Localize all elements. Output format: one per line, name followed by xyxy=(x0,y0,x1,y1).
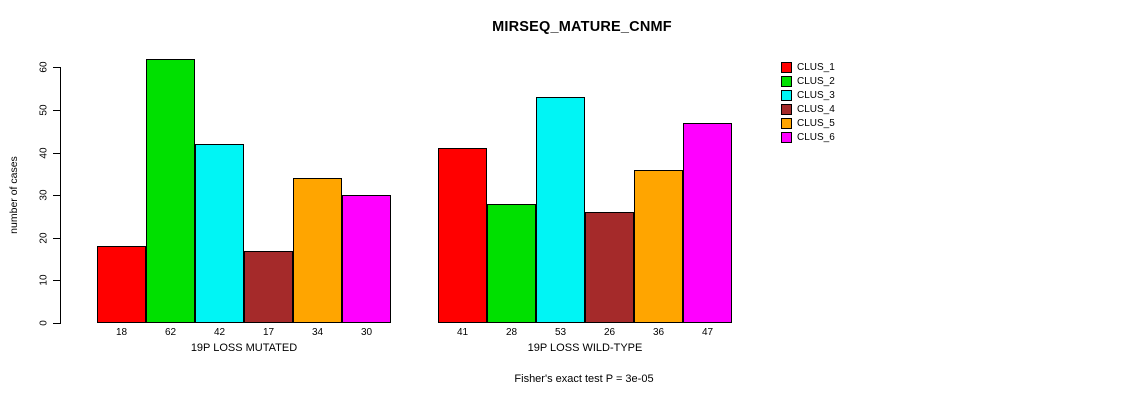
bar-value-label: 17 xyxy=(262,327,275,338)
legend: CLUS_1 CLUS_2 CLUS_3 CLUS_4 CLUS_5 CLUS_6 xyxy=(781,60,835,144)
annotation-fisher-test: Fisher's exact test P = 3e-05 xyxy=(514,373,654,385)
y-axis-label: number of cases xyxy=(8,156,20,234)
legend-label: CLUS_3 xyxy=(797,89,835,101)
y-tick xyxy=(53,67,60,69)
y-tick-label: 40 xyxy=(38,147,50,159)
y-tick-label: 10 xyxy=(38,274,50,286)
y-tick-label: 0 xyxy=(38,320,50,326)
legend-swatch xyxy=(781,89,792,101)
legend-swatch xyxy=(781,131,792,143)
y-tick-label: 20 xyxy=(38,232,50,244)
legend-label: CLUS_4 xyxy=(797,103,835,115)
bar-clus_4 xyxy=(244,250,293,323)
legend-item: CLUS_3 xyxy=(781,88,835,102)
legend-item: CLUS_4 xyxy=(781,102,835,116)
bar-clus_4 xyxy=(585,212,634,323)
bar-value-label: 53 xyxy=(554,327,567,338)
y-tick xyxy=(53,110,60,111)
bar-clus_2 xyxy=(146,58,195,323)
bar-value-label: 30 xyxy=(360,327,373,338)
bar-clus_1 xyxy=(97,246,146,323)
bar-clus_5 xyxy=(293,178,342,323)
bar-value-label: 26 xyxy=(603,327,616,338)
legend-item: CLUS_5 xyxy=(781,116,835,130)
y-tick xyxy=(53,237,60,239)
legend-item: CLUS_6 xyxy=(781,130,835,144)
bar-clus_6 xyxy=(342,195,391,323)
y-tick-label: 50 xyxy=(38,104,50,116)
bar-clus_3 xyxy=(536,97,585,323)
legend-item: CLUS_2 xyxy=(781,74,835,88)
y-tick-label: 30 xyxy=(38,189,50,201)
y-axis-line xyxy=(60,67,61,324)
y-tick xyxy=(53,280,60,282)
x-group-label: 19P LOSS MUTATED xyxy=(190,342,298,354)
legend-label: CLUS_5 xyxy=(797,117,835,129)
legend-label: CLUS_6 xyxy=(797,131,835,143)
legend-label: CLUS_1 xyxy=(797,61,835,73)
bar-value-label: 47 xyxy=(701,327,714,338)
y-tick xyxy=(53,152,60,154)
legend-swatch xyxy=(781,117,792,129)
chart-title: MIRSEQ_MATURE_CNMF xyxy=(492,19,672,35)
bar-clus_2 xyxy=(487,203,536,323)
y-tick xyxy=(53,323,60,324)
legend-item: CLUS_1 xyxy=(781,60,835,74)
y-tick xyxy=(53,195,60,197)
bar-value-label: 41 xyxy=(456,327,469,338)
bar-value-label: 36 xyxy=(652,327,665,338)
bar-value-label: 34 xyxy=(311,327,324,338)
x-group-label: 19P LOSS WILD-TYPE xyxy=(527,342,643,354)
bar-clus_6 xyxy=(683,122,732,323)
bar-clus_3 xyxy=(195,144,244,323)
legend-label: CLUS_2 xyxy=(797,75,835,87)
bar-value-label: 62 xyxy=(164,327,177,338)
bar-value-label: 42 xyxy=(213,327,226,338)
y-tick-label: 60 xyxy=(38,61,50,73)
bar-value-label: 18 xyxy=(115,327,128,338)
bar-clus_5 xyxy=(634,169,683,323)
bar-clus_1 xyxy=(438,148,487,323)
bar-value-label: 28 xyxy=(505,327,518,338)
legend-swatch xyxy=(781,75,792,87)
legend-swatch xyxy=(781,103,792,115)
legend-swatch xyxy=(781,61,792,73)
